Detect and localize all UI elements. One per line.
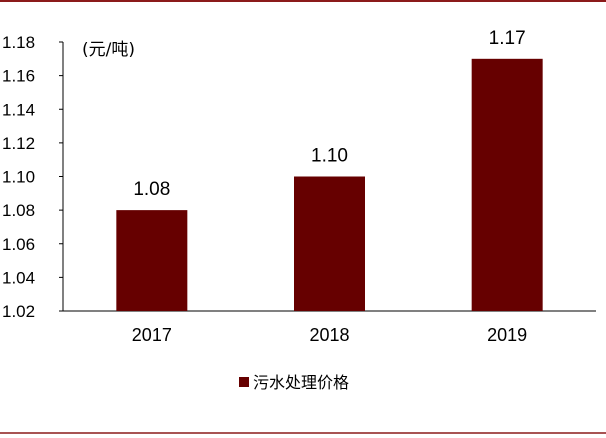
y-tick-label: 1.08	[2, 201, 35, 220]
y-tick-label: 1.12	[2, 134, 35, 153]
y-tick-label: 1.14	[2, 100, 35, 119]
unit-label: (元/吨)	[82, 40, 135, 60]
x-tick-label: 2018	[309, 325, 349, 345]
y-tick-label: 1.18	[2, 33, 35, 52]
x-tick-label: 2017	[132, 325, 172, 345]
data-label-2019: 1.17	[489, 28, 526, 49]
y-tick-label: 1.04	[2, 268, 35, 287]
bar-2019	[471, 58, 543, 311]
bar-2018	[294, 176, 365, 311]
bar-2017	[116, 210, 188, 311]
legend-swatch	[239, 377, 249, 387]
y-axis-ticks: 1.02 1.04 1.06 1.08 1.10 1.12 1.14 1.16 1.18	[2, 33, 63, 321]
y-tick-label: 1.06	[2, 235, 35, 254]
bars-group	[116, 58, 543, 311]
y-tick-label: 1.02	[2, 302, 35, 321]
data-label-2017: 1.08	[133, 179, 170, 200]
x-axis-labels: 2017 2018 2019	[132, 325, 527, 345]
y-tick-label: 1.16	[2, 67, 35, 86]
data-label-2018: 1.10	[311, 146, 348, 167]
x-tick-label: 2019	[487, 325, 527, 345]
data-labels-group: 1.08 1.10 1.17	[133, 28, 525, 200]
y-tick-label: 1.10	[2, 168, 35, 187]
legend-label: 污水处理价格	[253, 373, 349, 392]
